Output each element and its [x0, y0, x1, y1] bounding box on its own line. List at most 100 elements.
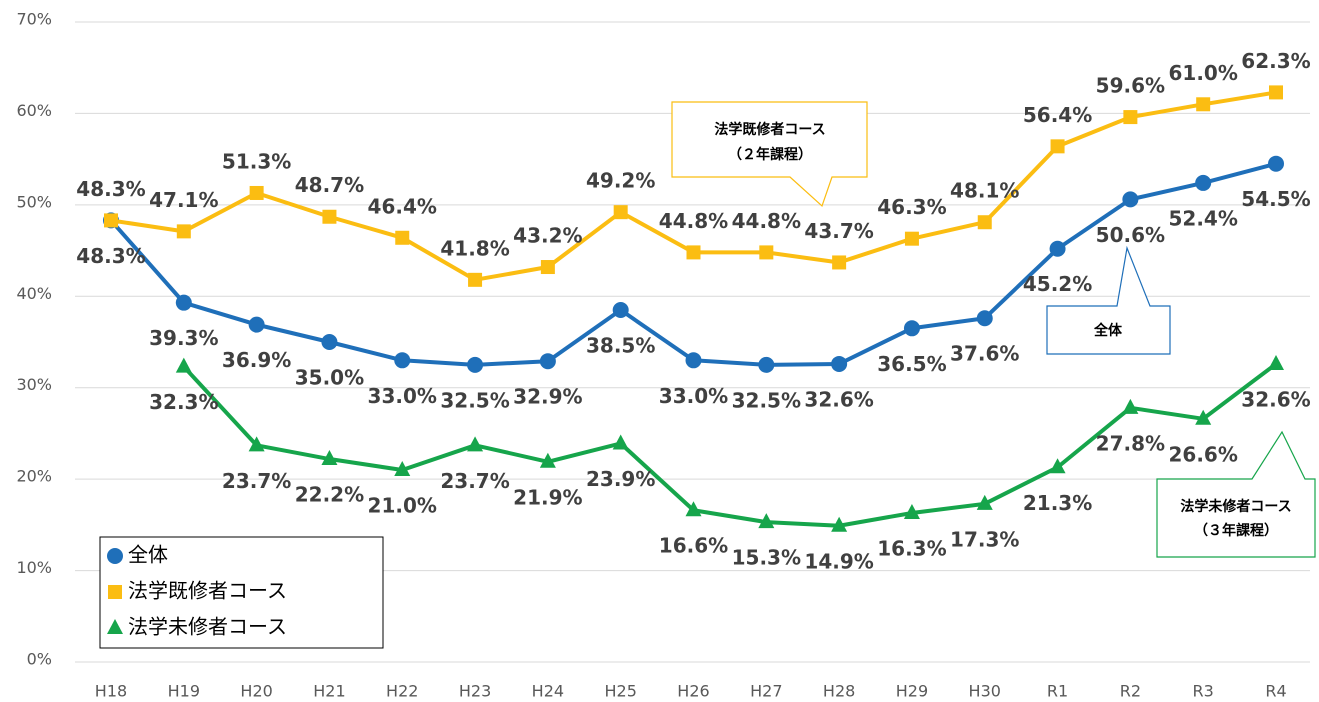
marker	[613, 205, 628, 220]
marker	[759, 245, 774, 260]
value-label: 32.6%	[804, 387, 873, 411]
value-label: 32.5%	[440, 388, 509, 412]
value-label: 50.6%	[1096, 223, 1165, 247]
marker	[831, 516, 848, 532]
marker	[903, 320, 920, 337]
x-tick-label: R3	[1193, 682, 1214, 701]
marker	[175, 294, 192, 311]
marker	[539, 452, 556, 468]
value-label: 51.3%	[222, 149, 291, 173]
y-tick-label: 20%	[16, 467, 52, 486]
value-label: 32.6%	[1241, 387, 1310, 411]
marker	[248, 316, 265, 333]
x-tick-label: H30	[969, 682, 1001, 701]
marker	[104, 213, 118, 228]
x-tick-label: H22	[386, 682, 418, 701]
value-label: 33.0%	[659, 384, 728, 408]
marker	[248, 436, 265, 452]
y-tick-label: 70%	[16, 10, 52, 29]
marker	[758, 513, 775, 529]
x-tick-label: H20	[240, 682, 272, 701]
annotation: 全体	[1093, 322, 1123, 339]
annotation: 法学既修者コース	[714, 121, 825, 138]
y-tick-label: 30%	[16, 375, 52, 394]
value-label: 15.3%	[732, 546, 801, 570]
value-label: 16.3%	[877, 536, 946, 560]
marker	[686, 245, 701, 260]
marker	[832, 255, 847, 270]
value-label: 52.4%	[1168, 206, 1237, 230]
x-tick-label: H24	[532, 682, 564, 701]
value-label: 48.3%	[76, 244, 145, 268]
value-label: 22.2%	[295, 483, 364, 507]
value-label: 32.5%	[732, 388, 801, 412]
marker	[1269, 85, 1283, 100]
marker	[685, 352, 702, 369]
marker	[976, 494, 993, 510]
value-label: 48.7%	[295, 173, 364, 197]
callout-box	[671, 101, 868, 208]
callout-box	[1046, 245, 1171, 355]
marker	[321, 334, 338, 350]
value-label: 43.7%	[804, 219, 873, 243]
marker	[1268, 155, 1284, 172]
annotation: （２年課程）	[728, 146, 812, 163]
marker	[108, 585, 122, 599]
value-label: 44.8%	[659, 209, 728, 233]
x-tick-label: H29	[896, 682, 928, 701]
value-label: 26.6%	[1168, 442, 1237, 466]
value-label: 47.1%	[149, 188, 218, 212]
legend-label: 全体	[128, 543, 168, 567]
value-label: 44.8%	[732, 209, 801, 233]
marker	[539, 353, 556, 370]
value-label: 46.3%	[877, 195, 946, 219]
value-label: 36.5%	[877, 352, 946, 376]
x-tick-label: H19	[168, 682, 200, 701]
value-label: 54.5%	[1241, 187, 1310, 211]
x-tick-label: H21	[313, 682, 345, 701]
value-label: 62.3%	[1241, 49, 1310, 73]
series	[175, 354, 1284, 532]
value-label: 32.9%	[513, 385, 582, 409]
series	[104, 85, 1283, 287]
value-label: 46.4%	[368, 194, 437, 218]
value-label: 16.6%	[659, 534, 728, 558]
value-label: 23.7%	[222, 469, 291, 493]
value-label: 36.9%	[222, 348, 291, 372]
x-tick-label: H23	[459, 682, 491, 701]
x-tick-label: R1	[1047, 682, 1068, 701]
value-label: 32.3%	[149, 390, 218, 414]
marker	[467, 356, 484, 373]
value-label: 61.0%	[1168, 61, 1237, 85]
value-label: 21.0%	[368, 494, 437, 518]
x-tick-label: H27	[750, 682, 782, 701]
marker	[1049, 240, 1066, 257]
marker	[1122, 191, 1139, 208]
marker	[1195, 409, 1212, 425]
y-tick-label: 10%	[16, 558, 52, 577]
marker	[1122, 398, 1139, 414]
x-tick-label: R2	[1120, 682, 1141, 701]
marker	[685, 501, 702, 517]
marker	[1268, 354, 1284, 370]
value-label: 48.1%	[950, 179, 1019, 203]
marker	[322, 209, 337, 224]
marker	[394, 352, 411, 369]
marker	[468, 272, 483, 287]
value-label: 45.2%	[1023, 272, 1092, 296]
marker	[1195, 174, 1212, 191]
marker	[976, 310, 993, 327]
marker	[176, 224, 191, 239]
value-label: 35.0%	[295, 366, 364, 390]
x-tick-label: H18	[95, 682, 127, 701]
value-label: 21.3%	[1023, 491, 1092, 515]
marker	[321, 450, 338, 466]
value-label: 48.3%	[76, 177, 145, 201]
marker	[107, 619, 123, 634]
x-tick-label: R4	[1265, 682, 1286, 701]
value-label: 17.3%	[950, 527, 1019, 551]
marker	[1050, 139, 1065, 154]
marker	[395, 230, 410, 245]
y-tick-label: 40%	[16, 284, 52, 303]
marker	[831, 355, 848, 372]
